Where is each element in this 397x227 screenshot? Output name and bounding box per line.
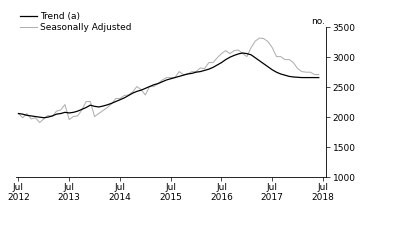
Seasonally Adjusted [37,121,42,124]
Trend (a) [224,58,228,61]
Text: no.: no. [312,17,326,26]
Trend (a) [211,66,216,69]
Trend (a) [16,112,21,115]
Seasonally Adjusted [224,49,228,52]
Trend (a) [299,76,304,79]
Seasonally Adjusted [16,112,21,115]
Seasonally Adjusted [189,70,194,73]
Line: Trend (a): Trend (a) [18,53,319,118]
Trend (a) [316,76,321,79]
Line: Seasonally Adjusted: Seasonally Adjusted [18,38,319,123]
Trend (a) [63,111,67,114]
Seasonally Adjusted [63,103,67,106]
Legend: Trend (a), Seasonally Adjusted: Trend (a), Seasonally Adjusted [20,12,132,32]
Trend (a) [240,52,245,54]
Seasonally Adjusted [211,61,216,64]
Seasonally Adjusted [299,70,304,73]
Trend (a) [122,97,127,99]
Trend (a) [189,72,194,75]
Trend (a) [41,116,46,119]
Seasonally Adjusted [316,73,321,76]
Seasonally Adjusted [122,94,127,97]
Seasonally Adjusted [257,37,262,39]
